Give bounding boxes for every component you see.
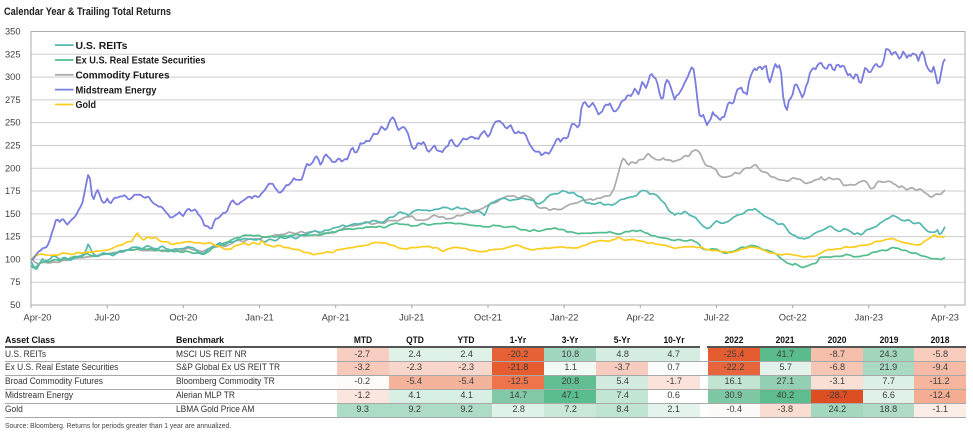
svg-text:Jan-21: Jan-21 xyxy=(245,312,273,322)
svg-text:175: 175 xyxy=(5,186,21,196)
svg-text:50: 50 xyxy=(10,300,20,310)
svg-text:U.S. REITs: U.S. REITs xyxy=(76,41,128,52)
svg-text:350: 350 xyxy=(5,27,21,37)
svg-text:Apr-21: Apr-21 xyxy=(322,312,350,322)
svg-text:Midstream Energy: Midstream Energy xyxy=(76,85,157,96)
svg-text:Oct-20: Oct-20 xyxy=(169,312,197,322)
svg-text:Apr-23: Apr-23 xyxy=(931,312,959,322)
svg-text:Apr-22: Apr-22 xyxy=(626,312,654,322)
svg-text:Jul-21: Jul-21 xyxy=(399,312,424,322)
svg-text:150: 150 xyxy=(5,209,21,219)
svg-text:Commodity Futures: Commodity Futures xyxy=(76,71,170,82)
svg-text:225: 225 xyxy=(5,141,21,151)
svg-text:Jul-20: Jul-20 xyxy=(95,312,120,322)
svg-text:Jan-22: Jan-22 xyxy=(550,312,578,322)
svg-text:Oct-21: Oct-21 xyxy=(474,312,502,322)
svg-text:Jan-23: Jan-23 xyxy=(855,312,883,322)
svg-text:Apr-20: Apr-20 xyxy=(24,312,52,322)
svg-text:Oct-22: Oct-22 xyxy=(779,312,807,322)
svg-text:325: 325 xyxy=(5,49,21,59)
svg-text:200: 200 xyxy=(5,163,21,173)
svg-text:75: 75 xyxy=(10,277,20,287)
svg-text:300: 300 xyxy=(5,72,21,82)
svg-text:250: 250 xyxy=(5,118,21,128)
svg-text:275: 275 xyxy=(5,95,21,105)
svg-text:100: 100 xyxy=(5,254,21,264)
svg-text:Gold: Gold xyxy=(76,100,97,111)
svg-text:Jul-22: Jul-22 xyxy=(704,312,729,322)
svg-text:Ex U.S. Real Estate Securities: Ex U.S. Real Estate Securities xyxy=(76,56,206,67)
svg-text:125: 125 xyxy=(5,232,21,242)
